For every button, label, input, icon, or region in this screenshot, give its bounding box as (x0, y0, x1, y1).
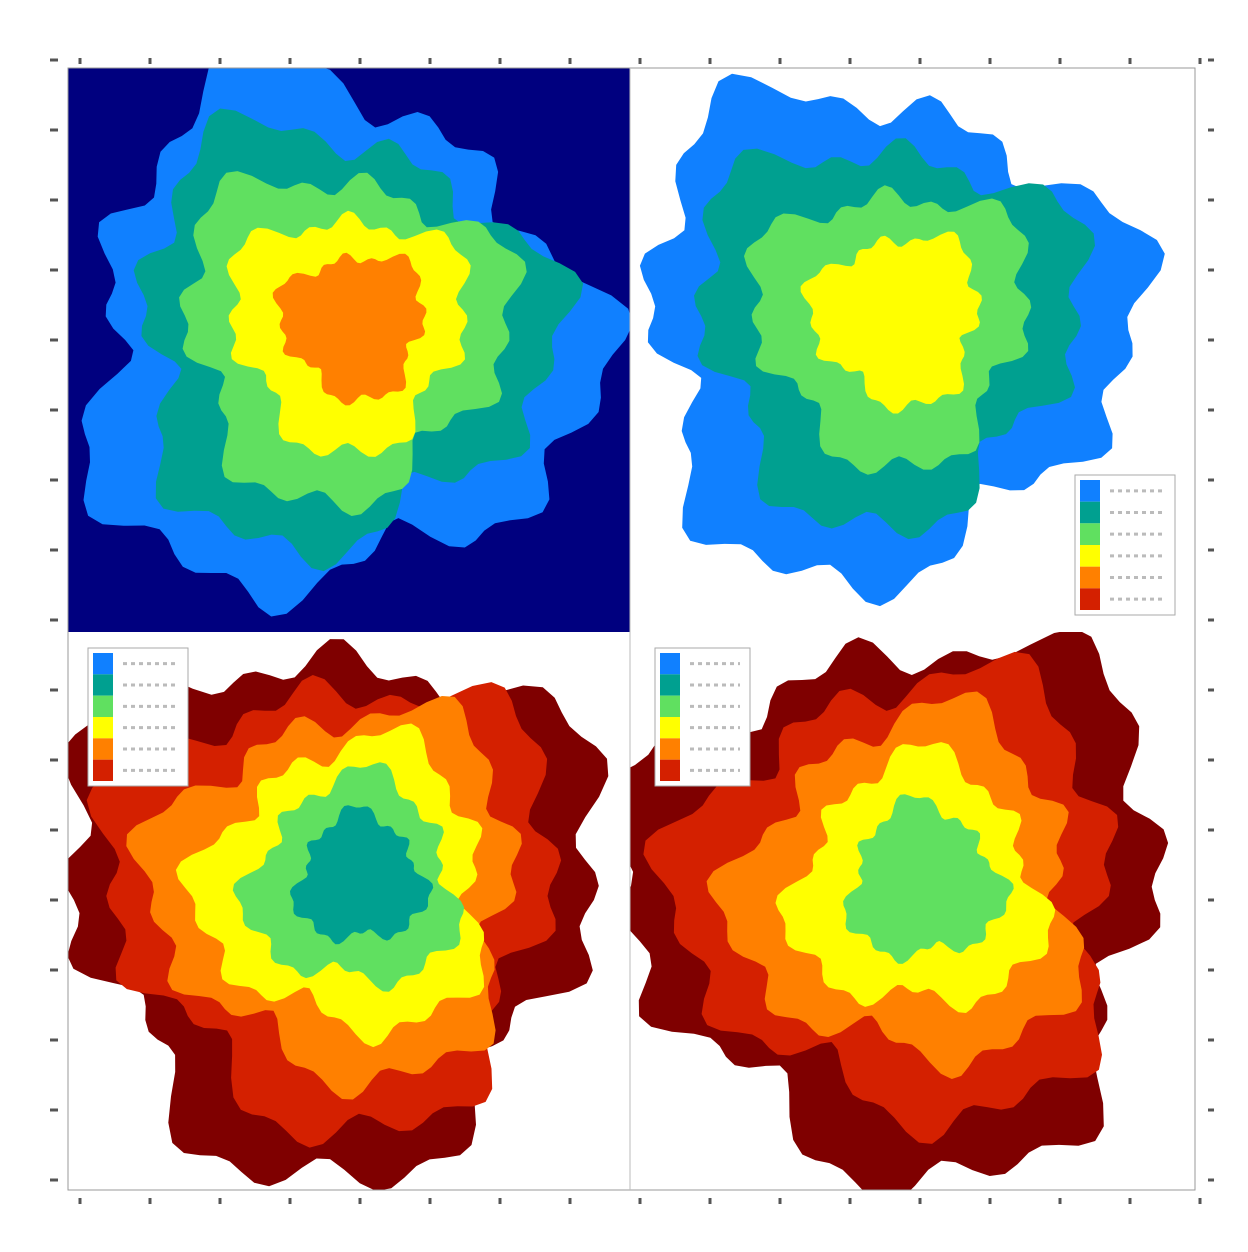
legend-swatch (1080, 480, 1100, 502)
legend-swatch (660, 695, 680, 717)
legend-swatch (660, 674, 680, 696)
legend-swatch (93, 653, 113, 675)
legend-swatch (93, 674, 113, 696)
map-region (843, 794, 1014, 964)
legend-swatch (1080, 545, 1100, 567)
legend-swatch (93, 717, 113, 739)
legend-swatch (660, 738, 680, 760)
map-region (290, 805, 434, 945)
legend-swatch (1080, 501, 1100, 524)
map-region (272, 252, 427, 406)
legend-swatch (660, 653, 680, 675)
frame (67, 67, 1196, 1191)
legend-swatch (660, 759, 680, 781)
legend-swatch (1080, 588, 1100, 610)
legend-swatch (660, 717, 680, 739)
legend-swatch (93, 759, 113, 781)
legend-swatch (1080, 566, 1100, 589)
map-panel (630, 632, 1195, 1190)
map-region (800, 231, 982, 414)
map-panel (630, 68, 1195, 632)
legend-swatch (1080, 523, 1100, 545)
legend-swatch (93, 738, 113, 760)
map-panel (68, 68, 630, 632)
legend-swatch (93, 695, 113, 717)
